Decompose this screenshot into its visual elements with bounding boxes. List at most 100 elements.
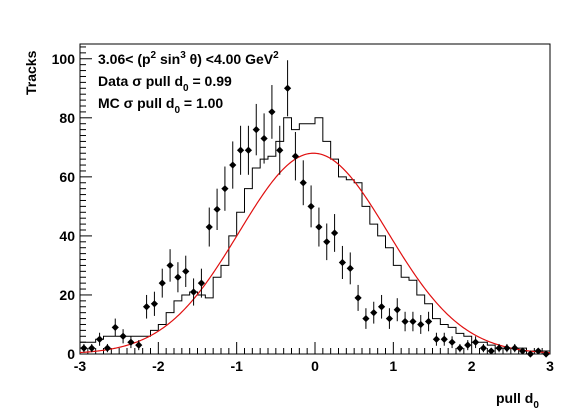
- x-tick-label: -2: [152, 358, 165, 374]
- data-point: [432, 335, 441, 343]
- annotation-data-a: Data σ pull d: [98, 73, 183, 89]
- data-point: [283, 84, 292, 92]
- data-point: [221, 185, 229, 193]
- data-point: [440, 335, 448, 343]
- y-tick-label: 20: [59, 287, 75, 303]
- data-point: [182, 267, 190, 275]
- plot-frame: [79, 43, 551, 355]
- data-point: [393, 306, 401, 314]
- fit-curve: [79, 152, 551, 354]
- data-point: [119, 332, 127, 340]
- data-point: [103, 344, 112, 352]
- y-axis-ticks: 0 20 40 60 80 100: [52, 46, 92, 362]
- data-point: [487, 347, 495, 355]
- data-point: [127, 338, 135, 346]
- annotation-mc-b: = 1.00: [180, 95, 223, 111]
- data-point: [354, 294, 362, 302]
- annotation-mc-a: MC σ pull d: [98, 95, 174, 111]
- x-tick-label: 3: [546, 358, 554, 374]
- data-point: [471, 338, 480, 346]
- data-point: [464, 341, 472, 349]
- data-point: [80, 344, 88, 352]
- data-point: [158, 279, 166, 287]
- annotation-data-sigma: Data σ pull d0 = 0.99: [98, 73, 232, 94]
- data-point: [503, 344, 511, 352]
- data-point: [417, 320, 425, 329]
- data-point: [166, 261, 174, 270]
- x-tick-label: 0: [311, 358, 319, 374]
- data-point: [401, 317, 409, 326]
- data-point: [362, 314, 370, 323]
- data-point: [142, 303, 151, 311]
- data-point: [135, 341, 143, 349]
- annotation-range: 3.06< (p2 sin3 θ) <4.00 GeV2: [98, 50, 279, 67]
- data-point: [315, 223, 323, 231]
- data-point: [213, 205, 221, 213]
- data-point: [511, 344, 519, 352]
- data-point: [385, 314, 394, 323]
- annotation-range-sup2: 3: [180, 50, 186, 61]
- annotation-mc-sub: 0: [174, 105, 180, 116]
- data-point: [370, 309, 378, 317]
- data-point: [291, 152, 300, 160]
- annotation-data-b: = 0.99: [189, 73, 232, 89]
- data-point: [377, 303, 386, 311]
- data-point: [150, 300, 159, 308]
- data-point: [244, 146, 253, 154]
- data-point: [111, 323, 119, 332]
- x-tick-label: 1: [389, 358, 397, 374]
- data-point: [518, 347, 527, 355]
- data-point: [236, 146, 245, 154]
- data-point: [448, 338, 456, 346]
- data-point: [299, 179, 307, 187]
- annotation-range-c: θ) <4.00 GeV: [186, 51, 274, 67]
- data-point: [346, 264, 354, 272]
- y-tick-label: 60: [59, 169, 75, 185]
- data-point: [534, 347, 542, 355]
- x-axis-label: pull d0: [496, 390, 539, 411]
- y-tick-label: 0: [67, 346, 75, 362]
- data-point: [307, 202, 315, 210]
- annotation-data-sub: 0: [183, 83, 189, 94]
- x-axis-label-sub: 0: [533, 400, 539, 411]
- data-point: [542, 350, 550, 358]
- y-tick-label: 80: [59, 110, 75, 126]
- fit-line: [79, 152, 551, 354]
- annotation-mc-sigma: MC σ pull d0 = 1.00: [98, 95, 223, 116]
- data-point: [495, 344, 503, 352]
- x-axis-ticks: -3 -2 -1 0 1 2 3: [74, 342, 554, 374]
- data-point: [95, 335, 104, 343]
- data-point: [526, 350, 535, 358]
- y-tick-label: 40: [59, 228, 75, 244]
- x-tick-label: -1: [230, 358, 243, 374]
- annotation-range-b: sin: [156, 51, 180, 67]
- data-point: [268, 108, 276, 116]
- data-point: [323, 238, 331, 246]
- x-tick-label: -3: [74, 358, 87, 374]
- data-points: [80, 60, 550, 358]
- data-point: [424, 317, 433, 326]
- data-point: [197, 279, 206, 287]
- annotation-range-sup1: 2: [151, 50, 157, 61]
- data-point: [479, 344, 488, 352]
- data-point: [88, 344, 96, 352]
- data-point: [330, 229, 339, 237]
- data-point: [276, 146, 284, 154]
- data-point: [189, 288, 198, 296]
- data-point: [252, 126, 260, 134]
- x-axis-label-main: pull d: [496, 390, 533, 406]
- data-point: [338, 258, 347, 267]
- data-point: [174, 273, 182, 281]
- data-point: [260, 134, 268, 143]
- mc-histogram-outline: [79, 117, 551, 354]
- data-point: [229, 161, 237, 169]
- y-axis-label: Tracks: [23, 50, 39, 95]
- data-point: [205, 223, 213, 231]
- mc-histogram: [79, 117, 551, 354]
- annotation-range-a: 3.06< (p: [98, 51, 151, 67]
- x-tick-label: 2: [468, 358, 476, 374]
- annotation-range-sup3: 2: [273, 50, 279, 61]
- y-tick-label: 100: [52, 51, 76, 67]
- data-point: [409, 317, 417, 326]
